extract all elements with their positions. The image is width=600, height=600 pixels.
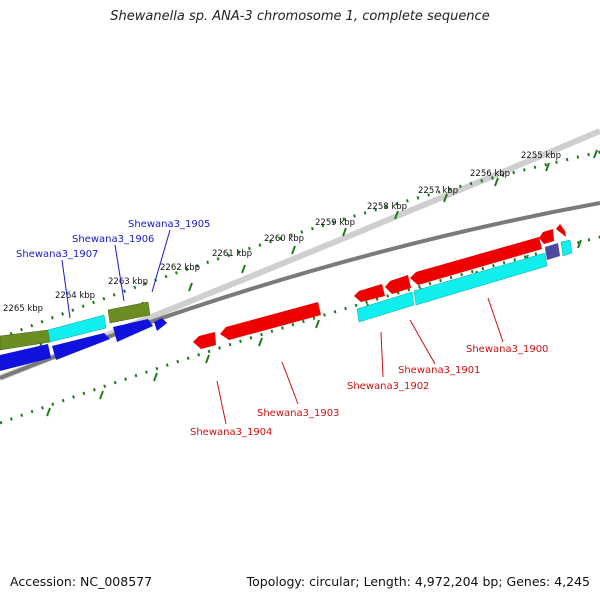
leader-1905 [151, 229, 171, 293]
gene-blue-4 [154, 318, 167, 331]
gene-red-3 [354, 284, 385, 302]
reverse-genes [193, 224, 573, 349]
gene-olive-2 [107, 301, 151, 324]
gene-cyan-2 [356, 291, 415, 323]
gene-label-1905: Shewana3_1905 [128, 219, 210, 230]
leader-1901 [409, 319, 436, 365]
gene-label-1907: Shewana3_1907 [16, 249, 98, 260]
gene-cyan-1 [47, 314, 107, 343]
gene-label-1906: Shewana3_1906 [72, 234, 154, 245]
gene-label-1903: Shewana3_1903 [257, 408, 339, 419]
inner-scale-track [0, 235, 600, 425]
forward-genes [0, 301, 167, 371]
scale-label-2263: 2263 kbp [108, 277, 148, 287]
scale-label-2258: 2258 kbp [367, 202, 407, 212]
scale-label-2256: 2256 kbp [470, 169, 510, 179]
accession-text: Accession: NC_008577 [10, 574, 153, 589]
gene-red-4 [385, 275, 411, 294]
leader-1907 [61, 259, 71, 319]
gene-blue-3 [113, 319, 153, 342]
gene-blue-2 [52, 333, 110, 360]
gene-red-1 [193, 332, 216, 349]
scale-label-2264: 2264 kbp [55, 291, 95, 301]
scale-label-2255: 2255 kbp [521, 151, 561, 161]
gene-label-1902: Shewana3_1902 [347, 381, 429, 392]
gene-cyan-4 [560, 239, 573, 257]
scale-label-2260: 2260 kbp [264, 234, 304, 244]
leader-1903 [281, 361, 299, 405]
scale-label-2261: 2261 kbp [212, 249, 252, 259]
gene-red-2 [220, 302, 321, 340]
gene-slate-1 [545, 243, 560, 260]
leader-1902 [380, 331, 384, 378]
leader-1906 [114, 244, 125, 302]
scale-label-2259: 2259 kbp [315, 218, 355, 228]
scale-label-2265: 2265 kbp [3, 304, 43, 314]
gene-red-7 [556, 224, 566, 237]
gene-label-1904: Shewana3_1904 [190, 427, 272, 438]
scale-label-2262: 2262 kbp [160, 263, 200, 273]
map-title: Shewanella sp. ANA-3 chromosome 1, compl… [110, 9, 490, 24]
gene-red-5 [410, 237, 542, 285]
leader-1900 [487, 297, 504, 343]
gene-label-1901: Shewana3_1901 [398, 365, 480, 376]
summary-text: Topology: circular; Length: 4,972,204 bp… [246, 574, 590, 589]
leader-1904 [216, 380, 227, 425]
scale-label-2257: 2257 kbp [418, 186, 458, 196]
gene-label-1900: Shewana3_1900 [466, 344, 548, 355]
gene-cyan-3 [413, 252, 548, 306]
gene-blue-1 [0, 344, 51, 371]
gene-red-6 [539, 229, 554, 244]
